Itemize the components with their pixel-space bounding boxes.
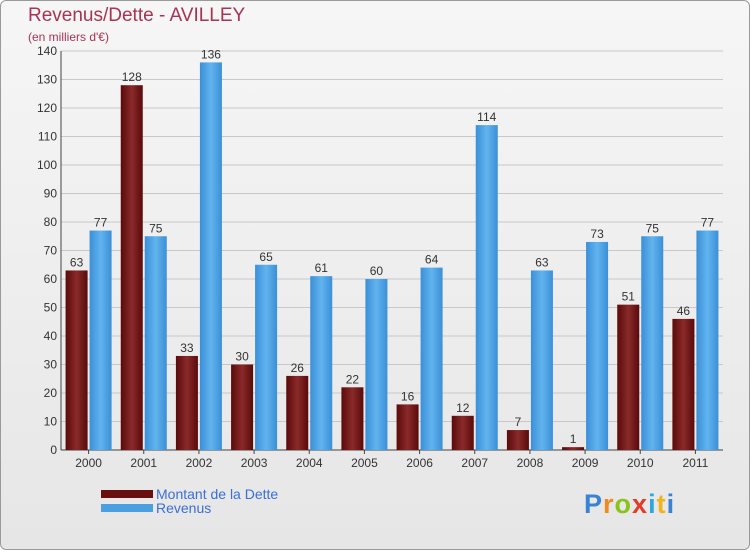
- data-label-debt: 63: [70, 255, 84, 269]
- data-label-debt: 22: [346, 372, 360, 386]
- data-labels: 63 77 128 75 33 136 30 65 26 61 22 60 16 64 12 114 7 63 1 7…: [70, 47, 715, 446]
- data-label-revenue: 75: [646, 221, 660, 235]
- x-tick-label: 2008: [517, 456, 544, 470]
- y-tick-label: 130: [37, 73, 57, 87]
- bar-debt: [231, 364, 254, 450]
- data-label-debt: 7: [515, 415, 522, 429]
- data-label-revenue: 63: [535, 255, 549, 269]
- x-tick-label: 2011: [683, 456, 709, 470]
- data-label-debt: 1: [570, 432, 577, 446]
- data-label-revenue: 73: [590, 227, 604, 241]
- logo-letter: r: [603, 489, 615, 519]
- y-tick-label: 80: [44, 215, 58, 229]
- y-tick-label: 110: [38, 130, 57, 144]
- legend-label-debt: Montant de la Dette: [156, 486, 279, 502]
- x-tick-label: 2005: [351, 456, 378, 470]
- x-tick-label: 2004: [296, 456, 323, 470]
- chart-title: Revenus/Dette - AVILLEY: [28, 5, 246, 26]
- logo-letter: x: [632, 489, 649, 519]
- bar-revenue: [696, 230, 719, 450]
- bar-revenue: [420, 267, 443, 450]
- bar-debt: [506, 430, 529, 450]
- data-label-debt: 30: [235, 350, 249, 364]
- bar-revenue: [310, 276, 333, 450]
- data-label-debt: 16: [401, 389, 415, 403]
- x-tick-label: 2003: [241, 456, 268, 470]
- data-label-revenue: 64: [425, 253, 439, 267]
- x-tick-label: 2002: [186, 456, 213, 470]
- y-tick-label: 50: [44, 301, 58, 315]
- y-tick-label: 90: [44, 187, 58, 201]
- data-label-debt: 12: [456, 401, 470, 415]
- bar-debt: [617, 304, 640, 450]
- data-label-debt: 26: [291, 361, 305, 375]
- data-label-debt: 33: [180, 341, 194, 355]
- data-label-revenue: 60: [370, 264, 384, 278]
- bar-revenue: [530, 270, 553, 450]
- data-label-revenue: 61: [315, 261, 329, 275]
- data-label-revenue: 114: [477, 110, 496, 124]
- y-tick-label: 40: [44, 329, 58, 343]
- bar-revenue: [475, 125, 498, 450]
- legend-label-revenue: Revenus: [156, 500, 212, 516]
- bar-revenue: [255, 264, 278, 450]
- legend-swatch-revenue: [101, 504, 153, 512]
- y-tick-label: 30: [44, 358, 58, 372]
- y-tick-label: 10: [44, 415, 58, 429]
- data-label-revenue: 136: [201, 47, 221, 61]
- logo-letter: o: [614, 489, 633, 519]
- data-label-revenue: 75: [149, 221, 163, 235]
- data-label-revenue: 77: [701, 216, 715, 230]
- bars: [65, 62, 719, 451]
- bar-debt: [562, 447, 585, 450]
- data-label-debt: 46: [677, 304, 691, 318]
- bar-revenue: [89, 230, 112, 450]
- logo-letter: P: [584, 489, 604, 519]
- x-tick-label: 2001: [130, 456, 157, 470]
- bar-revenue: [144, 236, 167, 450]
- logo-letter: i: [648, 489, 657, 519]
- x-tick-label: 2010: [627, 456, 654, 470]
- data-label-revenue: 65: [259, 250, 273, 264]
- grid-lines: [61, 50, 723, 451]
- bar-revenue: [199, 62, 222, 451]
- bar-debt: [396, 404, 419, 450]
- bar-debt: [672, 318, 695, 450]
- data-label-debt: 51: [622, 290, 636, 304]
- data-label-debt: 128: [122, 70, 142, 84]
- y-tick-label: 60: [44, 272, 58, 286]
- y-tick-label: 140: [37, 44, 57, 58]
- x-tick-label: 2007: [461, 456, 488, 470]
- y-tick-label: 120: [37, 101, 57, 115]
- bar-debt: [286, 375, 309, 450]
- proxiti-logo: Proxiti: [584, 489, 675, 520]
- data-label-revenue: 77: [94, 216, 108, 230]
- y-tick-label: 0: [50, 443, 57, 457]
- logo-letter: i: [666, 489, 676, 519]
- x-tick-label: 2000: [75, 456, 102, 470]
- legend-swatch-debt: [101, 490, 153, 498]
- y-tick-label: 20: [44, 386, 58, 400]
- chart-subtitle: (en milliers d'€): [28, 30, 109, 44]
- bar-debt: [175, 355, 198, 450]
- y-tick-label: 100: [37, 158, 57, 172]
- bar-debt: [120, 85, 143, 450]
- logo-letter: t: [656, 489, 667, 519]
- y-tick-label: 70: [44, 244, 58, 258]
- bar-debt: [65, 270, 88, 450]
- bar-debt: [341, 387, 364, 450]
- bar-revenue: [365, 279, 388, 450]
- x-tick-label: 2009: [572, 456, 599, 470]
- bar-revenue: [586, 241, 609, 450]
- bar-debt: [451, 415, 474, 450]
- bar-revenue: [641, 236, 664, 450]
- x-tick-label: 2006: [406, 456, 433, 470]
